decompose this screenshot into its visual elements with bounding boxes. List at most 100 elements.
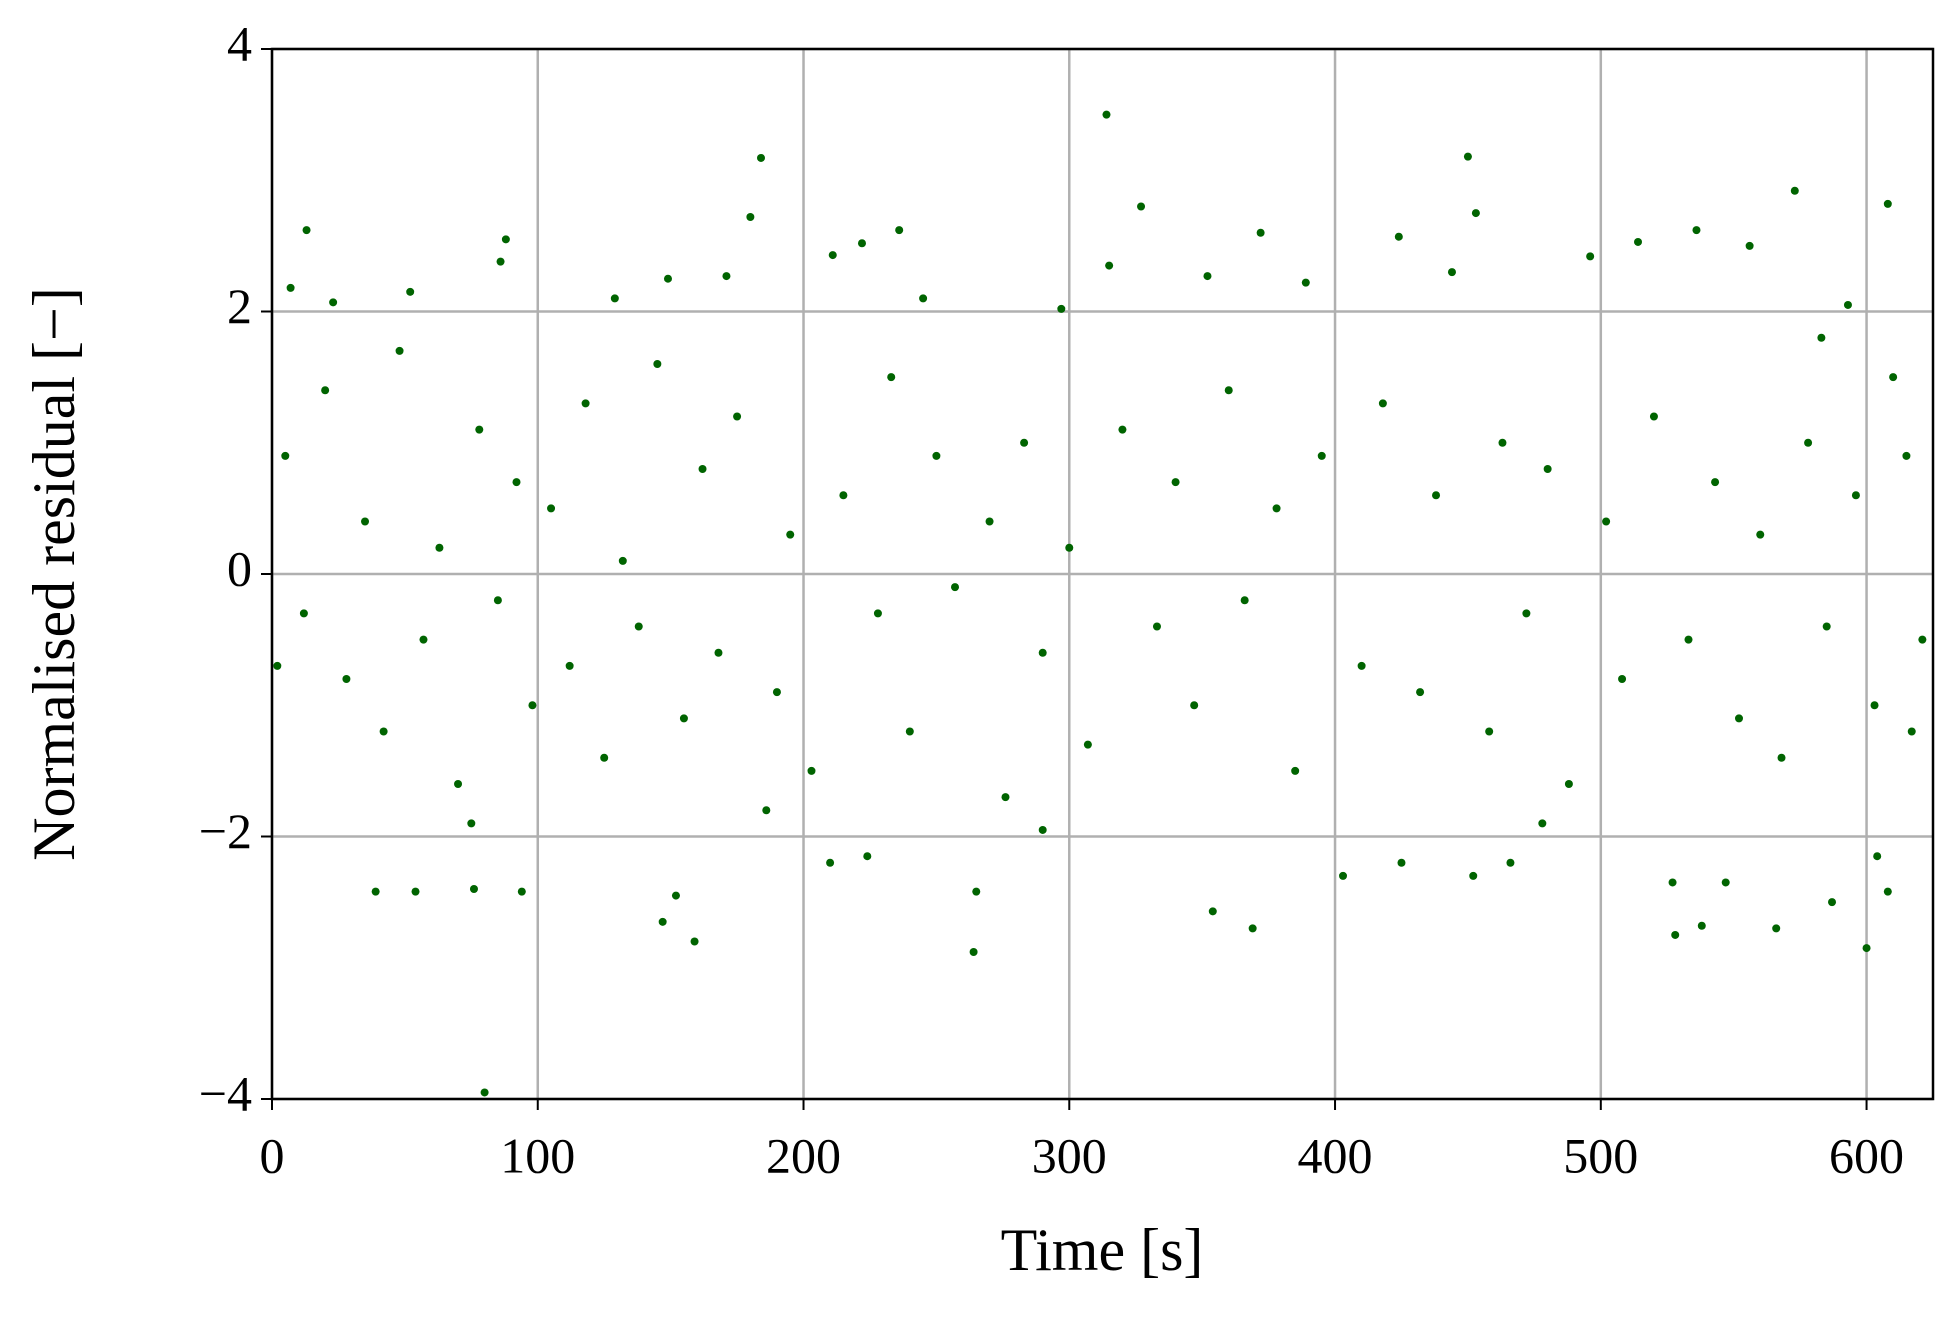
point — [746, 213, 755, 221]
x-tick-label: 400 — [1298, 1127, 1373, 1183]
point — [329, 298, 338, 307]
point — [1339, 871, 1348, 880]
point — [1772, 924, 1781, 933]
point — [1463, 152, 1472, 161]
point — [839, 491, 848, 500]
point — [951, 583, 960, 592]
point — [1543, 465, 1552, 473]
point — [1317, 451, 1326, 460]
point — [496, 257, 505, 266]
x-tick-label: 100 — [500, 1127, 575, 1183]
points — [273, 110, 1927, 1097]
point — [379, 727, 388, 736]
x-tick-label: 0 — [260, 1127, 285, 1183]
point — [873, 609, 882, 618]
point — [1118, 425, 1127, 434]
point — [972, 887, 981, 896]
point — [1083, 740, 1092, 749]
point — [1828, 898, 1837, 907]
point — [469, 885, 478, 893]
point — [1843, 300, 1852, 309]
point — [1102, 110, 1111, 119]
point — [1817, 333, 1826, 342]
point — [895, 226, 904, 235]
point — [581, 399, 590, 408]
point — [1668, 878, 1677, 887]
point — [501, 235, 510, 244]
point — [1634, 237, 1643, 246]
point — [435, 543, 444, 552]
point — [1851, 491, 1860, 500]
point — [1038, 825, 1047, 834]
x-tick-label: 500 — [1563, 1127, 1638, 1183]
point — [493, 596, 502, 605]
point — [863, 852, 872, 861]
point — [1745, 241, 1754, 250]
point — [1038, 648, 1047, 657]
point — [857, 239, 866, 248]
point — [969, 948, 978, 956]
point — [1171, 478, 1180, 487]
point — [985, 517, 994, 526]
point — [772, 688, 781, 697]
point — [411, 887, 420, 896]
point — [690, 937, 699, 946]
point — [714, 648, 723, 657]
plot-frame — [270, 47, 1935, 1101]
point — [610, 294, 619, 303]
point — [756, 153, 765, 162]
point — [1586, 252, 1595, 261]
point — [671, 891, 680, 900]
x-tick-label: 300 — [1032, 1127, 1107, 1183]
point — [1618, 675, 1627, 683]
point — [512, 478, 521, 487]
point — [1506, 858, 1515, 867]
point — [1649, 412, 1658, 421]
point — [419, 635, 428, 644]
point — [1224, 386, 1233, 395]
point — [658, 917, 667, 926]
point — [600, 753, 609, 762]
point — [679, 714, 688, 723]
point — [786, 530, 795, 539]
point — [1777, 753, 1786, 762]
point — [919, 294, 928, 303]
point — [1105, 261, 1114, 270]
point — [371, 887, 380, 896]
point — [565, 661, 574, 670]
point — [722, 272, 731, 281]
point — [887, 373, 896, 382]
point — [1152, 622, 1161, 631]
point — [1485, 727, 1494, 736]
point — [618, 556, 627, 565]
point — [1397, 858, 1406, 867]
x-tick-label: 200 — [766, 1127, 841, 1183]
point — [1190, 701, 1199, 710]
point — [1671, 930, 1680, 939]
point — [1692, 226, 1701, 235]
point — [321, 386, 330, 395]
point — [1862, 944, 1871, 953]
point — [1822, 622, 1831, 631]
point — [1357, 661, 1366, 670]
point — [547, 504, 556, 513]
point — [1065, 543, 1074, 552]
grid — [270, 47, 1933, 1101]
point — [1020, 438, 1029, 447]
point — [826, 858, 835, 867]
point — [1918, 635, 1927, 644]
point — [1564, 780, 1573, 788]
point — [1697, 921, 1706, 930]
point — [1240, 596, 1249, 605]
point — [286, 283, 295, 292]
y-axis-title: Normalised residual [−] — [21, 287, 87, 861]
point — [698, 465, 707, 473]
point — [475, 425, 484, 434]
point — [1711, 478, 1720, 487]
point — [1790, 186, 1799, 195]
point — [634, 622, 643, 631]
y-tick-label: 0 — [227, 540, 252, 596]
point — [1870, 701, 1879, 710]
